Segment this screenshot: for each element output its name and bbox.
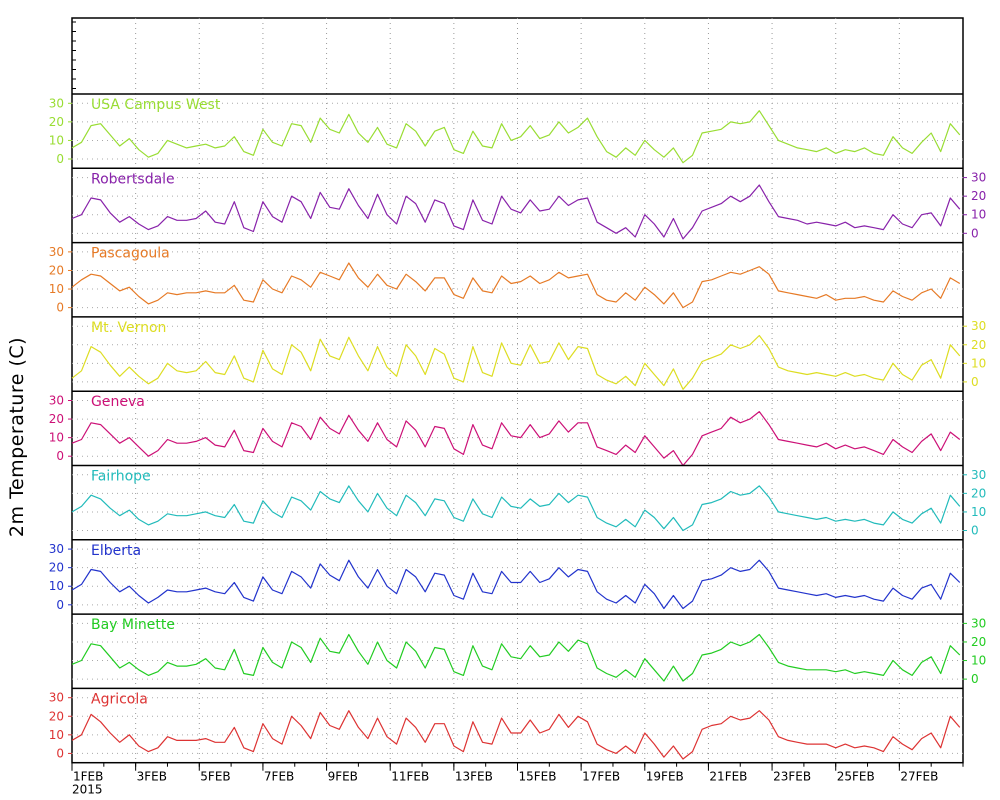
y-tick-label: 30	[49, 542, 64, 556]
y-tick-label: 10	[49, 728, 64, 742]
station-label: Robertsdale	[91, 171, 175, 187]
series-line	[71, 710, 961, 760]
y-tick-label: 0	[56, 746, 64, 760]
y-tick-label: 30	[971, 616, 986, 630]
station-label: Fairhope	[91, 469, 151, 485]
x-tick-label: 27FEB	[900, 770, 938, 784]
series-line	[71, 633, 961, 682]
y-tick-label: 30	[971, 319, 986, 333]
x-tick-label: 15FEB	[519, 770, 557, 784]
station-label: Elberta	[91, 543, 141, 559]
y-tick-label: 10	[49, 133, 64, 147]
y-tick-label: 10	[49, 579, 64, 593]
series-line	[71, 110, 961, 164]
y-tick-label: 0	[56, 449, 64, 463]
y-tick-label: 30	[971, 171, 986, 185]
series-line	[71, 262, 961, 309]
y-tick-label: 0	[971, 524, 979, 538]
y-tick-label: 0	[971, 672, 979, 686]
x-tick-label: 21FEB	[709, 770, 747, 784]
y-tick-label: 0	[56, 301, 64, 315]
plot-frame	[71, 17, 964, 764]
station-label: Geneva	[91, 394, 145, 410]
y-tick-label: 20	[49, 263, 64, 277]
station-label: Bay Minette	[91, 617, 175, 633]
x-tick-label: 23FEB	[773, 770, 811, 784]
x-tick-label: 25FEB	[837, 770, 875, 784]
x-tick-label: 5FEB	[200, 770, 230, 784]
y-tick-label: 20	[971, 635, 986, 649]
x-tick-label: 9FEB	[328, 770, 358, 784]
series-line	[71, 559, 961, 610]
y-tick-label: 10	[971, 505, 986, 519]
y-tick-label: 0	[56, 152, 64, 166]
station-label: USA Campus West	[91, 97, 221, 113]
x-tick-label: 7FEB	[264, 770, 294, 784]
x-tick-label: 13FEB	[455, 770, 493, 784]
series-line	[71, 334, 961, 390]
y-tick-label: 30	[49, 245, 64, 259]
series-line	[71, 411, 961, 467]
y-tick-label: 20	[49, 561, 64, 575]
y-tick-label: 10	[49, 282, 64, 296]
y-tick-label: 10	[971, 208, 986, 222]
y-tick-label: 10	[971, 356, 986, 370]
y-tick-label: 10	[49, 431, 64, 445]
x-tick-label: 17FEB	[582, 770, 620, 784]
y-tick-label: 10	[971, 654, 986, 668]
x-tick-label: 1FEB	[73, 770, 103, 784]
y-tick-label: 20	[49, 412, 64, 426]
station-label: Agricola	[91, 691, 148, 707]
x-tick-label: 19FEB	[646, 770, 684, 784]
y-tick-label: 30	[971, 468, 986, 482]
y-tick-label: 0	[971, 226, 979, 240]
station-label: Pascagoula	[91, 246, 170, 262]
series-line	[71, 485, 961, 532]
y-tick-label: 30	[49, 691, 64, 705]
station-label: Mt. Vernon	[91, 320, 166, 336]
y-tick-label: 20	[971, 338, 986, 352]
y-tick-label: 20	[49, 115, 64, 129]
y-tick-label: 30	[49, 96, 64, 110]
y-tick-label: 20	[971, 189, 986, 203]
y-tick-label: 20	[971, 486, 986, 500]
y-tick-label: 20	[49, 709, 64, 723]
y-tick-label: 30	[49, 393, 64, 407]
y-tick-label: 0	[56, 598, 64, 612]
x-tick-label: 11FEB	[391, 770, 429, 784]
x-tick-label: 3FEB	[137, 770, 167, 784]
y-tick-label: 0	[971, 375, 979, 389]
series-line	[71, 184, 961, 240]
x-year-label: 2015	[72, 783, 103, 797]
